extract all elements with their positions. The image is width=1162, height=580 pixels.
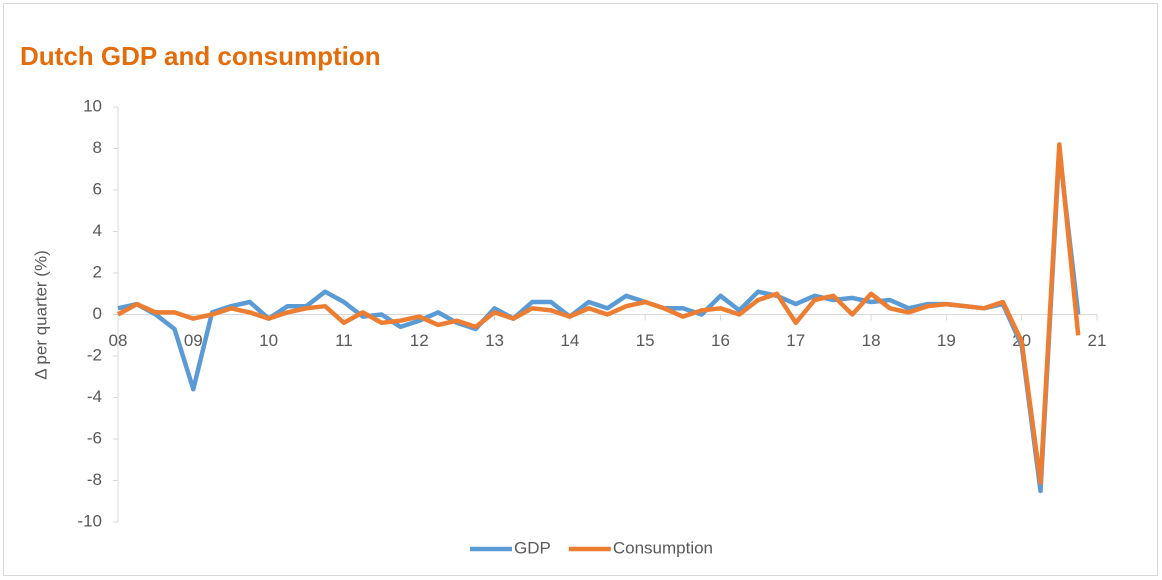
y-tick-label: 8 [93,138,102,157]
y-tick-label: -10 [77,511,102,530]
x-tick-label: 09 [184,331,203,350]
y-tick-label: 0 [93,304,102,323]
line-series [117,148,1081,494]
x-tick-label: 18 [862,331,881,350]
y-tick-label: 4 [93,221,102,240]
y-tick-label: 10 [83,96,102,115]
y-axis-label: Δ per quarter (%) [31,250,50,379]
legend-label: Consumption [613,538,713,557]
x-tick-label: 12 [410,331,429,350]
x-tick-label: 17 [786,331,805,350]
chart-title: Dutch GDP and consumption [20,41,381,71]
legend-label: GDP [514,538,551,557]
x-tick-label: 13 [485,331,504,350]
line-series [116,142,1081,485]
x-tick-label: 08 [109,331,128,350]
y-tick-label: -2 [87,345,102,364]
x-tick-label: 21 [1088,331,1107,350]
y-tick-label: 6 [93,179,102,198]
x-tick-label: 11 [335,331,353,350]
x-tick-label: 19 [937,331,956,350]
x-tick-label: 10 [259,331,278,350]
y-tick-label: -6 [87,428,102,447]
y-tick-label: -8 [87,470,102,489]
x-tick-label: 16 [711,331,730,350]
x-tick-label: 14 [560,331,579,350]
y-tick-label: -4 [87,387,102,406]
y-tick-label: 2 [93,262,102,281]
x-tick-label: 15 [636,331,655,350]
chart-frame [3,3,1158,576]
